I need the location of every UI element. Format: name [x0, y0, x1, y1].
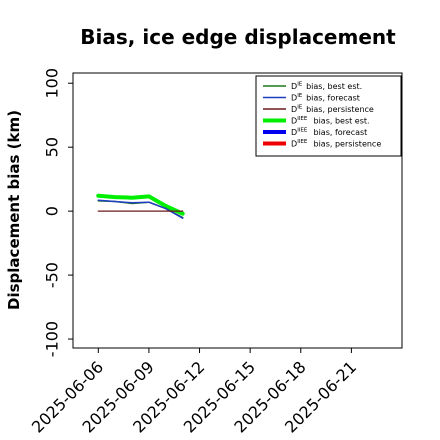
legend-label: bias, forecast — [306, 94, 360, 103]
legend-superscript: IE — [297, 93, 303, 99]
y-tick-label: 50 — [43, 137, 62, 157]
legend-superscript: IIEE — [297, 116, 308, 122]
legend-superscript: IE — [297, 105, 303, 111]
legend-label: bias, best est. — [306, 82, 362, 91]
y-tick-label: -100 — [43, 321, 62, 357]
y-axis-label: Displacement bias (km) — [5, 110, 23, 310]
x-axis: 2025-06-062025-06-092025-06-122025-06-15… — [28, 348, 360, 437]
legend-superscript: IIEE — [297, 128, 308, 134]
series-line-d-ie-forecast — [97, 199, 184, 219]
series-line-d-iie-best — [96, 193, 185, 216]
legend-letter: D — [291, 82, 297, 91]
legend-superscript: IE — [297, 82, 303, 88]
y-tick-label: -50 — [43, 262, 62, 288]
chart-title: Bias, ice edge displacement — [80, 25, 396, 49]
legend-superscript: IIEE — [297, 139, 308, 145]
legend-letter: D — [291, 117, 297, 126]
series-layer — [96, 193, 185, 219]
legend-letter: D — [291, 94, 297, 103]
legend-letter: D — [291, 105, 297, 114]
y-tick-label: 0 — [43, 206, 62, 216]
legend-box — [255, 75, 402, 157]
legend-label: bias, persistence — [314, 140, 382, 149]
legend-label: bias, best est. — [314, 117, 370, 126]
legend-label: bias, persistence — [306, 105, 374, 114]
y-tick-label: 100 — [43, 68, 62, 99]
legend-letter: D — [291, 128, 297, 137]
y-axis: 100 50 0 -50 -100 — [43, 68, 73, 357]
plot-area — [72, 72, 403, 349]
legend-label: bias, forecast — [314, 128, 368, 137]
legend-letter: D — [291, 140, 297, 149]
